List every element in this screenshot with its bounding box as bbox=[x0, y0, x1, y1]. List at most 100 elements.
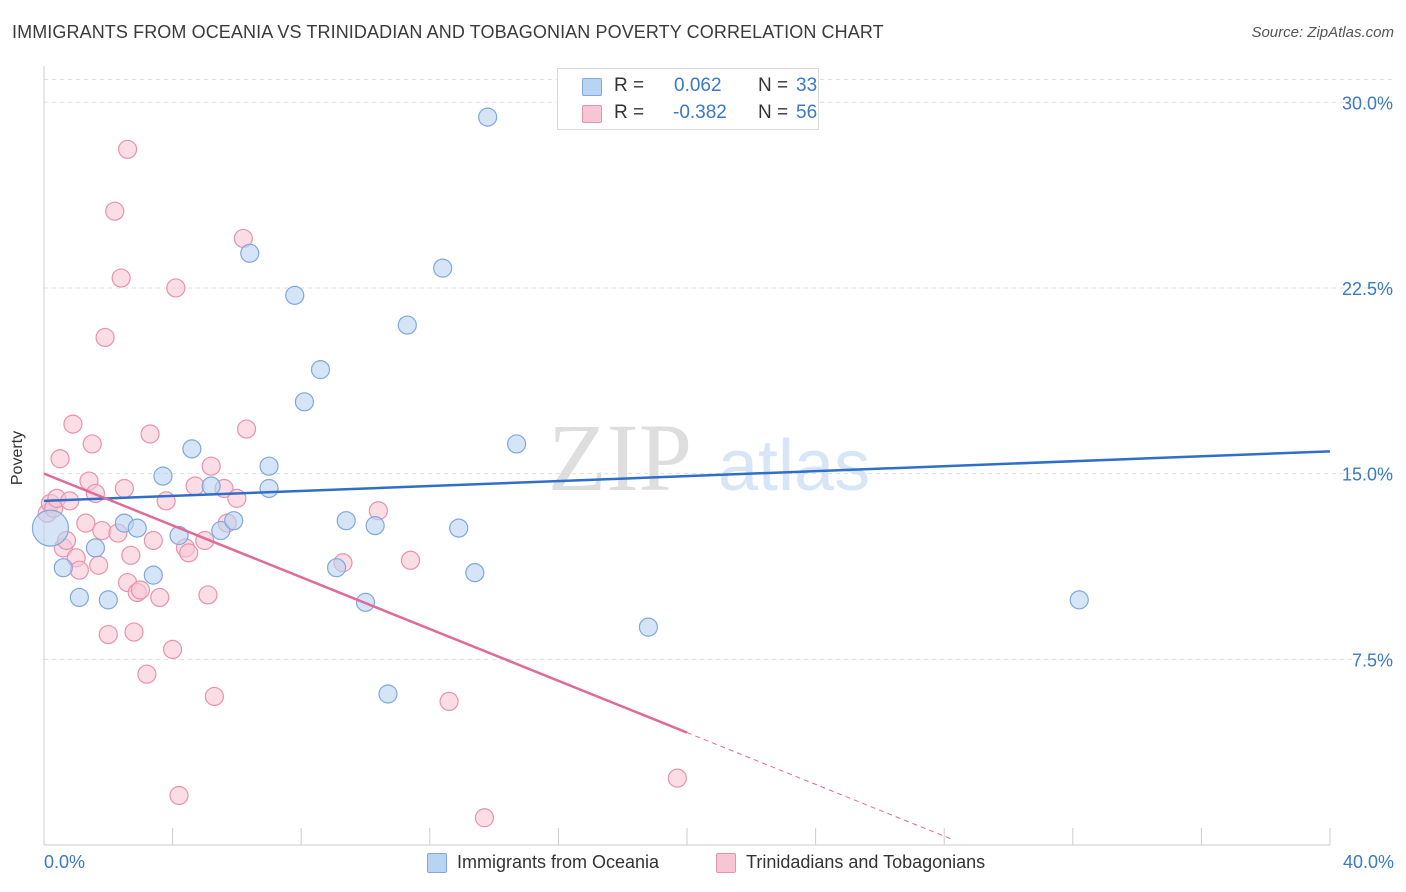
trinidadian-point-8 bbox=[63, 414, 83, 434]
trinidadian-trend-line bbox=[43, 472, 688, 734]
trinidadian-point-4 bbox=[50, 449, 70, 469]
oceania-point-23 bbox=[365, 516, 385, 536]
trinidadian-point-24 bbox=[117, 139, 138, 159]
oceania-point-8 bbox=[153, 466, 173, 486]
oceania-point-15 bbox=[259, 456, 279, 476]
oceania-point-21 bbox=[336, 511, 356, 531]
trinidadian-point-21 bbox=[111, 268, 131, 288]
y-tick-label-3: 30.0% bbox=[1342, 93, 1393, 113]
y-axis-label: Poverty bbox=[9, 430, 26, 486]
n-label: N = bbox=[758, 75, 789, 96]
y-tick-label-0: 7.5% bbox=[1352, 650, 1393, 670]
r-label: R = bbox=[614, 75, 645, 96]
trinidadian-point-29 bbox=[137, 664, 157, 684]
x-tick-label-min: 0.0% bbox=[44, 852, 86, 872]
trinidadian-point-22 bbox=[114, 478, 134, 499]
oceania-point-18 bbox=[294, 392, 315, 412]
oceania-point-25 bbox=[397, 315, 417, 335]
x-tick-label-max: 40.0% bbox=[1342, 852, 1394, 872]
source-label: Source: ZipAtlas.com bbox=[1251, 24, 1394, 41]
trinidadian-point-39 bbox=[185, 476, 205, 496]
axes bbox=[43, 66, 1331, 846]
trinidadian-point-30 bbox=[140, 424, 160, 444]
trinidadian-point-26 bbox=[124, 622, 144, 642]
oceania-point-17 bbox=[285, 285, 305, 305]
oceania-point-16 bbox=[259, 478, 279, 499]
trinidadian-point-33 bbox=[156, 491, 176, 511]
oceania-point-1 bbox=[53, 558, 73, 578]
trinidadian-point-31 bbox=[143, 530, 163, 551]
trinidadian-point-53 bbox=[474, 808, 495, 828]
n-value: 33 bbox=[796, 75, 818, 96]
oceania-point-27 bbox=[449, 518, 469, 538]
n-value: 56 bbox=[796, 102, 818, 123]
correlation-legend: R = 0.062 N = 33 R = -0.382 N = 56 bbox=[557, 68, 819, 130]
trinidadian-point-51 bbox=[400, 550, 421, 570]
oceania-point-31 bbox=[638, 617, 659, 637]
trinidadian-point-17 bbox=[95, 327, 115, 348]
trinidadian-point-19 bbox=[105, 201, 125, 221]
legend-label-trinidadian: Trinidadians and Tobagonians bbox=[746, 852, 986, 872]
trinidadian-point-28 bbox=[130, 580, 151, 600]
oceania-point-26 bbox=[433, 258, 453, 278]
trinidadian-point-54 bbox=[667, 768, 687, 788]
oceania-point-11 bbox=[201, 476, 221, 496]
pink-swatch bbox=[582, 105, 602, 123]
watermark-zip: ZIP bbox=[548, 404, 692, 511]
r-label: R = bbox=[614, 102, 645, 123]
trinidadian-point-48 bbox=[236, 419, 257, 439]
trinidadian-point-34 bbox=[163, 639, 183, 660]
watermark: ZIP atlas bbox=[548, 404, 870, 511]
trinidadian-point-36 bbox=[169, 785, 189, 806]
oceania-point-19 bbox=[310, 360, 331, 380]
trinidadian-point-35 bbox=[166, 278, 186, 298]
oceania-point-4 bbox=[98, 590, 118, 610]
trinidadian-point-13 bbox=[82, 434, 102, 454]
blue-swatch bbox=[427, 853, 447, 873]
trinidadian-point-52 bbox=[439, 691, 459, 712]
trinidadian-point-25 bbox=[121, 545, 141, 565]
trinidadian-point-38 bbox=[179, 543, 199, 563]
oceania-point-28 bbox=[465, 563, 485, 583]
y-tick-labels: 7.5% 15.0% 22.5% 30.0% bbox=[1342, 93, 1393, 670]
pink-swatch bbox=[716, 853, 736, 873]
oceania-point-7 bbox=[143, 565, 163, 585]
oceania-trend-line bbox=[43, 450, 1331, 503]
oceania-point-13 bbox=[224, 511, 244, 531]
trinidadian-point-18 bbox=[98, 624, 118, 645]
series-legend: Immigrants from Oceania Trinidadians and… bbox=[0, 852, 1406, 878]
trinidadian-point-10 bbox=[69, 560, 89, 580]
r-value: 0.062 bbox=[674, 75, 722, 96]
oceania-point-14 bbox=[240, 243, 260, 263]
y-tick-label-2: 22.5% bbox=[1342, 279, 1393, 299]
blue-swatch bbox=[582, 78, 602, 96]
chart-title: IMMIGRANTS FROM OCEANIA VS TRINIDADIAN A… bbox=[12, 22, 884, 42]
trinidadian-point-43 bbox=[204, 686, 224, 707]
oceania-point-12 bbox=[211, 520, 231, 541]
watermark-atlas: atlas bbox=[718, 426, 870, 506]
trinidadian-trend-line-extension bbox=[686, 732, 955, 841]
oceania-point-2 bbox=[69, 587, 89, 608]
trinidadian-point-11 bbox=[76, 513, 96, 533]
n-label: N = bbox=[758, 102, 789, 123]
oceania-point-30 bbox=[507, 434, 527, 454]
oceania-point-24 bbox=[378, 684, 398, 704]
data-points bbox=[31, 107, 1089, 828]
oceania-point-29 bbox=[478, 107, 498, 127]
trinidadian-point-41 bbox=[198, 585, 218, 605]
oceania-point-10 bbox=[182, 439, 202, 459]
y-tick-label-1: 15.0% bbox=[1342, 465, 1393, 485]
trinidadian-point-15 bbox=[89, 555, 109, 575]
trinidadian-point-32 bbox=[150, 587, 170, 608]
legend-label-oceania: Immigrants from Oceania bbox=[457, 852, 660, 872]
oceania-point-0 bbox=[31, 509, 70, 547]
oceania-point-6 bbox=[127, 518, 147, 538]
oceania-point-3 bbox=[85, 538, 106, 558]
oceania-point-32 bbox=[1069, 590, 1089, 610]
trinidadian-point-42 bbox=[201, 456, 221, 476]
trend-lines bbox=[43, 450, 1331, 841]
grid bbox=[44, 79, 1392, 660]
trinidadian-point-16 bbox=[92, 520, 112, 541]
r-value: -0.382 bbox=[673, 102, 727, 123]
